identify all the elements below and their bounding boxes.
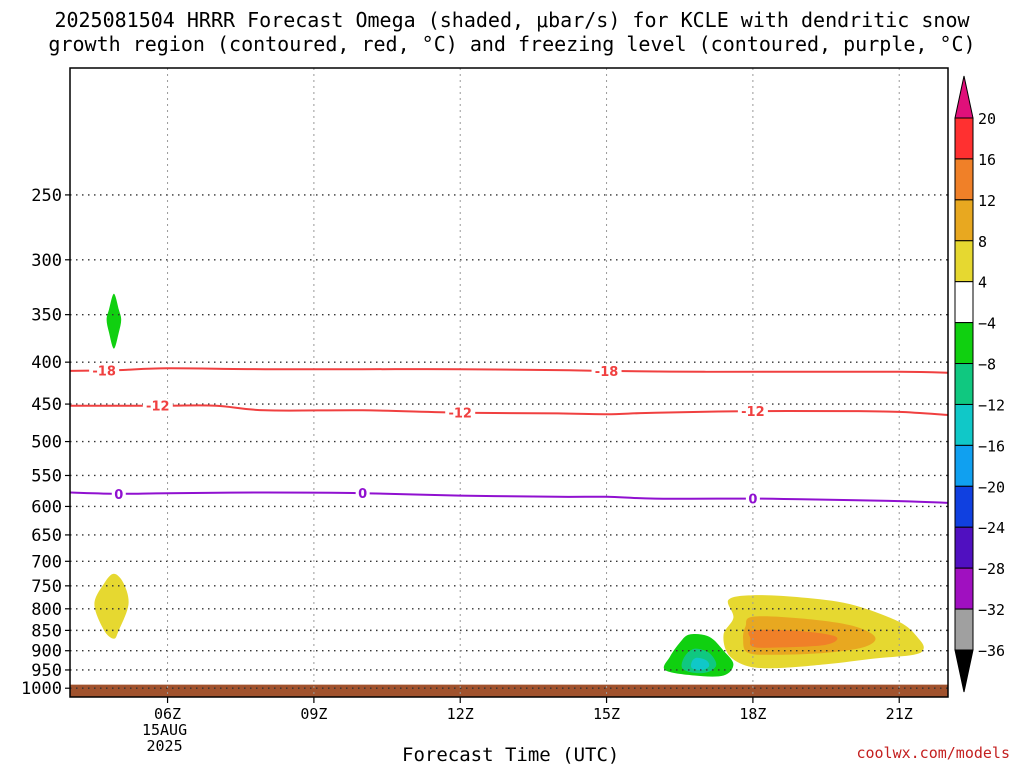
colorbar-bin-11 [954,526,974,569]
x-tick-label-18Z: 18Z [739,705,766,723]
colorbar-label-3: 12 [978,192,996,210]
contour-label-2-3: -12 [741,405,765,420]
y-tick-label-1000: 1000 [21,679,62,699]
x-tick-label-09Z: 09Z [300,705,327,723]
contour-label-bg-3-1 [111,486,126,501]
y-tick-label-600: 600 [31,497,62,517]
shaded-region-1 [94,573,129,639]
x-sublabel-1: 15AUG [142,721,187,739]
y-tick-label-250: 250 [31,186,62,206]
y-tick-label-350: 350 [31,306,62,326]
colorbar-bin-2 [954,158,974,201]
colorbar-label-2: 16 [978,151,996,169]
colorbar-label-13: −32 [978,601,1005,619]
contour-label-1-1: -18 [92,364,116,379]
colorbar-label-10: −20 [978,478,1005,496]
contour-label-bg-2-2 [445,405,476,420]
y-tick-label-650: 650 [31,526,62,546]
colorbar-bin-5 [954,281,974,324]
contour-label-bg-1-1 [89,363,120,378]
contour-line-3 [69,491,949,504]
contour-label-bg-2-1 [142,398,173,413]
colorbar-label-9: −16 [978,437,1005,455]
contour-label-3-1: 0 [114,488,123,503]
y-tick-label-850: 850 [31,621,62,641]
y-tick-label-700: 700 [31,552,62,572]
y-tick-label-950: 950 [31,661,62,681]
colorbar-bin-4 [954,240,974,283]
contour-label-bg-2-3 [737,404,768,419]
y-tick-label-900: 900 [31,642,62,662]
ground-layer [70,684,948,697]
x-tick-label-12Z: 12Z [447,705,474,723]
contour-label-bg-3-3 [745,491,760,506]
y-tick-label-400: 400 [31,353,62,373]
shaded-region-8 [690,657,710,671]
contour-label-3-3: 0 [748,493,757,508]
y-tick-label-800: 800 [31,600,62,620]
shaded-region-2 [106,293,122,349]
ground-fill [70,684,948,697]
chart-title-line1: 2025081504 HRRR Forecast Omega (shaded, … [54,8,970,32]
y-tick-label-550: 550 [31,466,62,486]
axes-layer: 2503003504004505005506006507007508008509… [21,67,949,755]
x-tick-label-15Z: 15Z [593,705,620,723]
colorbar-bin-6 [954,322,974,365]
plot-frame [69,67,949,698]
contour-label-bg-1-2 [591,363,622,378]
x-axis-label: Forecast Time (UTC) [402,744,620,766]
colorbar-label-14: −36 [978,642,1005,660]
x-tick-label-06Z: 06Z [154,705,181,723]
contour-label-1-2: -18 [595,365,619,380]
contour-label-2-2: -12 [448,407,472,422]
contour-label-bg-3-2 [355,486,370,501]
y-tick-label-300: 300 [31,251,62,271]
colorbar-label-7: −8 [978,356,996,374]
colorbar-bin-12 [954,567,974,610]
contour-label-3-2: 0 [358,487,367,502]
colorbar-top-arrow [954,75,974,119]
x-tick-label-21Z: 21Z [886,705,913,723]
colorbar: 20 16 12 8 4 −4 −8 −12 −16 −20 −24 −28 −32 −36 [954,75,1005,693]
y-tick-label-750: 750 [31,577,62,597]
colorbar-bin-3 [954,199,974,242]
colorbar-bin-1 [954,117,974,160]
credit-link[interactable]: coolwx.com/models [856,744,1010,762]
y-tick-label-500: 500 [31,433,62,453]
colorbar-label-11: −24 [978,519,1005,537]
contour-line-1 [69,367,949,374]
colorbar-label-4: 8 [978,233,987,251]
contour-label-2-1: -12 [146,400,170,415]
colorbar-label-5: 4 [978,274,987,292]
shaded-omega-layer [94,293,924,677]
colorbar-bin-8 [954,403,974,446]
grid-layer [70,68,948,697]
contour-layer: -18 -18 -12 -12 -12 0 0 0 [69,363,949,508]
colorbar-label-8: −12 [978,396,1005,414]
shaded-region-5 [748,629,838,648]
y-tick-label-450: 450 [31,395,62,415]
colorbar-label-1: 20 [978,110,996,128]
x-sublabel-2: 2025 [146,737,182,755]
colorbar-bin-7 [954,363,974,405]
colorbar-label-6: −4 [978,315,996,333]
colorbar-label-12: −28 [978,560,1005,578]
colorbar-bottom-arrow [954,649,974,693]
colorbar-bin-10 [954,485,974,528]
contour-line-2 [70,404,949,416]
colorbar-bin-9 [954,444,974,487]
colorbar-bin-13 [954,608,974,651]
chart-title-line2: growth region (contoured, red, °C) and f… [48,32,976,56]
